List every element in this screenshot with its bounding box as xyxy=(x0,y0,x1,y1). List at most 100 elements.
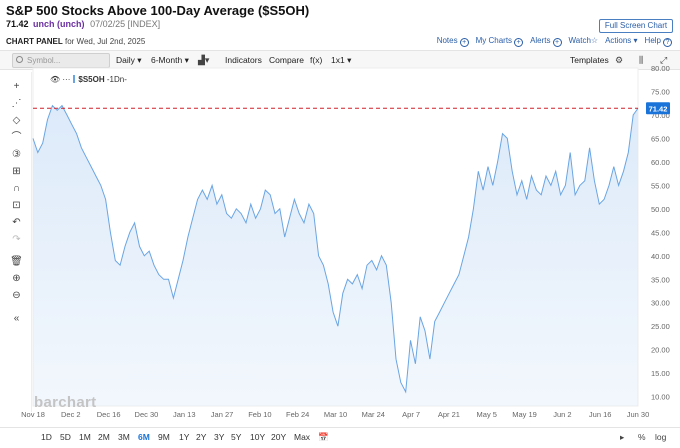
layout-select[interactable]: 1x1 ▾ xyxy=(331,55,351,66)
undo-icon[interactable]: ↶ xyxy=(12,217,21,228)
period-select[interactable]: 6-Month ▾ xyxy=(151,55,189,66)
y-tick-label: 15.00 xyxy=(651,369,670,378)
full-screen-chart-button[interactable]: Full Screen Chart xyxy=(599,19,673,33)
series-line xyxy=(32,104,639,394)
y-tick-label: 55.00 xyxy=(651,181,670,190)
layout-label: 1x1 xyxy=(331,55,345,65)
chart-panel-date: for Wed, Jul 2nd, 2025 xyxy=(62,37,146,46)
arc-icon[interactable]: ⌒ xyxy=(11,132,22,143)
scale-toggle-arrow[interactable]: ▸ xyxy=(620,432,625,442)
notes-link[interactable]: Notes + xyxy=(437,36,469,47)
notes-link-label: Notes xyxy=(436,36,458,45)
magnet-icon[interactable]: ∩ xyxy=(12,183,21,194)
note-icon: + xyxy=(459,38,469,47)
caret-down-icon: ▾ xyxy=(347,55,352,65)
help-icon: ? xyxy=(663,38,672,47)
y-tick-label: 40.00 xyxy=(651,252,670,261)
lock-icon[interactable]: ⊡ xyxy=(12,200,21,211)
barchart-logo: barchart xyxy=(34,394,97,411)
price-change: unch (unch) xyxy=(33,19,85,29)
shapes-icon[interactable]: ◇ xyxy=(12,115,21,126)
x-tick-label: Nov 18 xyxy=(21,410,45,419)
help-link-label: Help xyxy=(644,36,661,45)
range-button-1d[interactable]: 1D xyxy=(41,432,52,442)
calendar-icon[interactable]: 📅 xyxy=(318,432,329,442)
star-icon: ☆ xyxy=(590,36,599,45)
compare-button[interactable]: Compare xyxy=(269,55,304,65)
watch-link-label: Watch xyxy=(568,36,591,45)
page-title: S&P 500 Stocks Above 100-Day Average ($S… xyxy=(6,3,310,18)
x-tick-label: Mar 24 xyxy=(362,410,385,419)
panel-links: Notes + My Charts + Alerts + Watch☆ Actions… xyxy=(437,36,672,47)
fx-button[interactable]: f(x) xyxy=(310,55,323,65)
period-label: 6-Month xyxy=(151,55,183,65)
series-color-swatch xyxy=(73,75,76,83)
x-tick-label: May 5 xyxy=(477,410,497,419)
y-tick-label: 25.00 xyxy=(651,322,670,331)
y-tick-label: 30.00 xyxy=(651,299,670,308)
range-button-10y[interactable]: 10Y xyxy=(250,432,266,442)
x-tick-label: Dec 16 xyxy=(97,410,121,419)
range-button-20y[interactable]: 20Y xyxy=(271,432,287,442)
last-value-badge xyxy=(646,102,670,115)
series-area-fill xyxy=(33,105,638,406)
count-icon[interactable]: ③ xyxy=(12,149,21,160)
actions-menu-label: Actions xyxy=(605,36,632,45)
interval-select[interactable]: Daily ▾ xyxy=(116,55,142,66)
range-button-1m[interactable]: 1M xyxy=(79,432,91,442)
range-button-max[interactable]: Max xyxy=(294,432,311,442)
trash-icon[interactable]: 🗑 xyxy=(10,256,23,267)
x-tick-label: Apr 7 xyxy=(402,410,420,419)
zoom-out-icon[interactable]: ⊖ xyxy=(12,290,21,301)
x-tick-label: Mar 10 xyxy=(324,410,347,419)
help-link[interactable]: Help? xyxy=(645,36,672,47)
x-tick-label: Apr 21 xyxy=(438,410,460,419)
x-tick-label: Jun 16 xyxy=(589,410,612,419)
visibility-icon[interactable]: 👁 xyxy=(50,75,61,84)
crosshair-icon[interactable]: + xyxy=(13,81,20,92)
x-tick-label: Feb 24 xyxy=(286,410,309,419)
caret-down-icon: ▾ xyxy=(184,55,189,65)
templates-button[interactable]: Templates xyxy=(570,55,609,65)
range-button-3m[interactable]: 3M xyxy=(118,432,130,442)
log-scale-toggle[interactable]: log xyxy=(655,432,667,442)
my-charts-link[interactable]: My Charts + xyxy=(476,36,524,47)
gear-icon[interactable]: ⚙ xyxy=(615,55,624,65)
range-button-1y[interactable]: 1Y xyxy=(179,432,190,442)
redo-icon[interactable]: ↷ xyxy=(12,234,21,245)
chart-type-icon[interactable]: ▟▾ xyxy=(198,55,210,65)
range-button-6m[interactable]: 6M xyxy=(138,432,150,442)
y-tick-label: 60.00 xyxy=(651,158,670,167)
quote-meta: 07/02/25 [INDEX] xyxy=(90,19,161,29)
actions-menu[interactable]: Actions ▾ xyxy=(605,36,637,47)
x-tick-label: Dec 30 xyxy=(135,410,159,419)
watch-link[interactable]: Watch☆ xyxy=(569,36,599,47)
y-tick-label: 45.00 xyxy=(651,228,670,237)
y-tick-label: 70.00 xyxy=(651,111,670,120)
expand-icon[interactable]: ⤢ xyxy=(660,55,668,65)
x-tick-label: Feb 10 xyxy=(248,410,271,419)
range-button-2m[interactable]: 2M xyxy=(98,432,110,442)
y-tick-label: 35.00 xyxy=(651,275,670,284)
last-value-label: 71.42 xyxy=(649,104,668,113)
range-button-5d[interactable]: 5D xyxy=(60,432,71,442)
range-button-3y[interactable]: 3Y xyxy=(214,432,225,442)
fib-icon[interactable]: ⊞ xyxy=(12,166,21,177)
zoom-in-icon[interactable]: ⊕ xyxy=(12,273,21,284)
caret-down-icon: ▾ xyxy=(137,55,142,65)
indicators-button[interactable]: Indicators xyxy=(225,55,262,65)
split-icon[interactable]: ⫼ xyxy=(639,55,644,65)
legend-symbol: $S5OH xyxy=(78,75,105,84)
chart-panel-title: CHART PANEL xyxy=(6,37,63,46)
collapse-icon[interactable]: « xyxy=(13,313,20,324)
more-icon[interactable]: ··· xyxy=(62,75,71,84)
range-button-2y[interactable]: 2Y xyxy=(196,432,207,442)
percent-scale-toggle[interactable]: % xyxy=(638,432,646,442)
range-button-5y[interactable]: 5Y xyxy=(231,432,242,442)
drawing-tools-sidebar: + ⋰ ◇ ⌒ ③ ⊞ ∩ ⊡ ↶ ↷ 🗑 ⊕ ⊖ « xyxy=(0,72,32,412)
range-button-9m[interactable]: 9M xyxy=(158,432,170,442)
alerts-link[interactable]: Alerts + xyxy=(530,36,562,47)
x-tick-label: Jan 13 xyxy=(173,410,196,419)
draw-lines-icon[interactable]: ⋰ xyxy=(11,98,22,109)
